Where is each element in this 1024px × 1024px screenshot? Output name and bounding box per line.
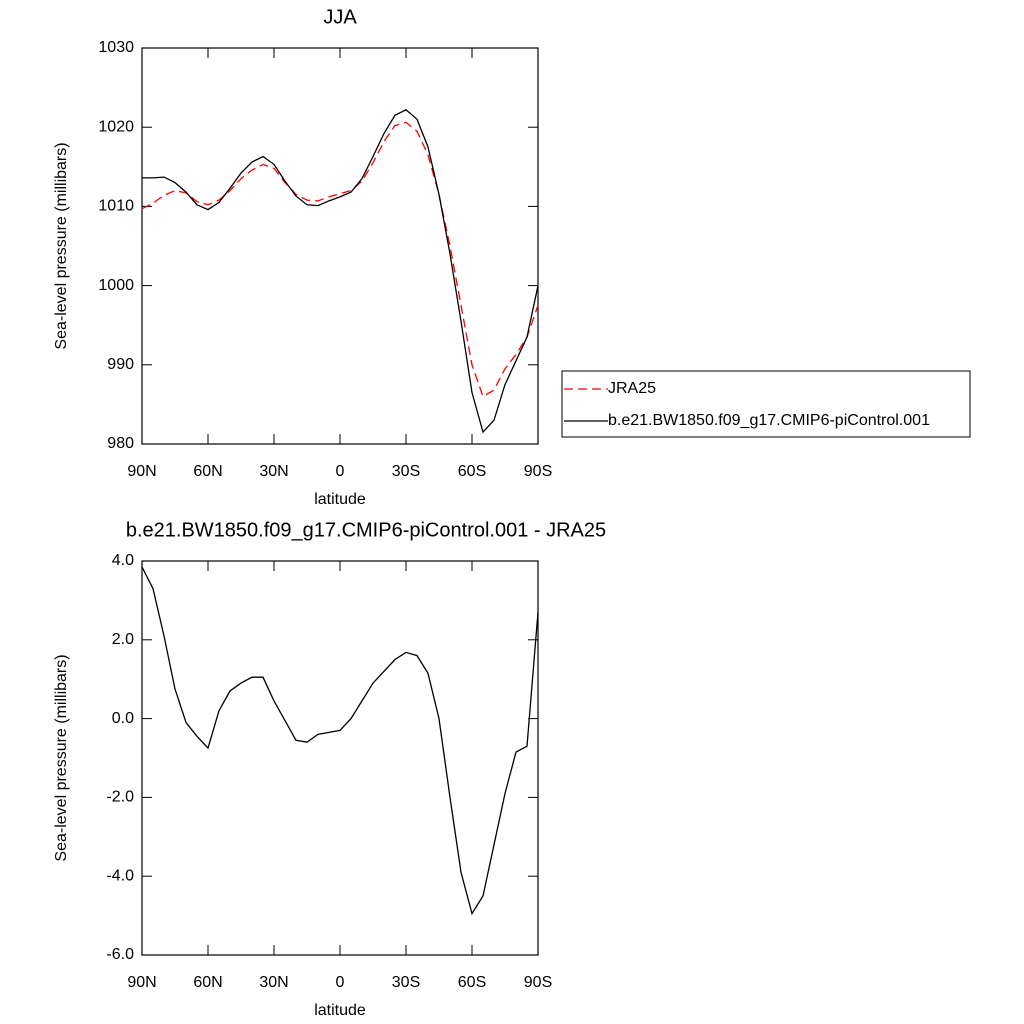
y-tick-label: 1020 — [98, 118, 134, 135]
y-tick-label: -4.0 — [106, 867, 134, 884]
x-tick-label: 30N — [259, 463, 288, 480]
y-tick-label: 980 — [107, 435, 134, 452]
line-series — [141, 566, 539, 916]
y-tick-label: -6.0 — [106, 946, 134, 963]
x-tick-label: 60N — [193, 463, 222, 480]
y-axis-label: Sea-level pressure (millibars) — [53, 142, 70, 349]
y-tick-label: 0.0 — [112, 710, 134, 727]
plot-frame — [141, 47, 539, 445]
y-tick-label: 1010 — [98, 198, 134, 215]
y-tick-label: -2.0 — [106, 789, 134, 806]
x-tick-label: 60N — [193, 974, 222, 991]
chart-title: JJA — [323, 6, 357, 28]
line-series — [141, 121, 539, 398]
x-tick-label: 30S — [392, 463, 420, 480]
legend-box — [561, 370, 971, 438]
x-tick-label: 0 — [336, 974, 345, 991]
x-tick-label: 90N — [127, 463, 156, 480]
chart-title: b.e21.BW1850.f09_g17.CMIP6-piControl.001… — [126, 519, 606, 541]
x-tick-label: 30N — [259, 974, 288, 991]
x-tick-label: 90S — [524, 463, 552, 480]
y-tick-label: 2.0 — [112, 631, 134, 648]
y-tick-label: 1030 — [98, 39, 134, 56]
x-tick-label: 60S — [458, 974, 486, 991]
x-axis-label: latitude — [314, 491, 366, 508]
y-axis-label: Sea-level pressure (millibars) — [53, 654, 70, 861]
x-tick-label: 90N — [127, 974, 156, 991]
legend-label: JRA25 — [608, 380, 656, 397]
y-tick-label: 4.0 — [112, 552, 134, 569]
y-tick-label: 990 — [107, 356, 134, 373]
x-tick-label: 0 — [336, 463, 345, 480]
x-axis-label: latitude — [314, 1002, 366, 1019]
legend-label: b.e21.BW1850.f09_g17.CMIP6-piControl.001 — [608, 412, 930, 429]
plot-frame — [141, 560, 539, 956]
x-tick-label: 90S — [524, 974, 552, 991]
x-tick-label: 30S — [392, 974, 420, 991]
line-series — [142, 109, 539, 434]
y-tick-label: 1000 — [98, 277, 134, 294]
x-tick-label: 60S — [458, 463, 486, 480]
